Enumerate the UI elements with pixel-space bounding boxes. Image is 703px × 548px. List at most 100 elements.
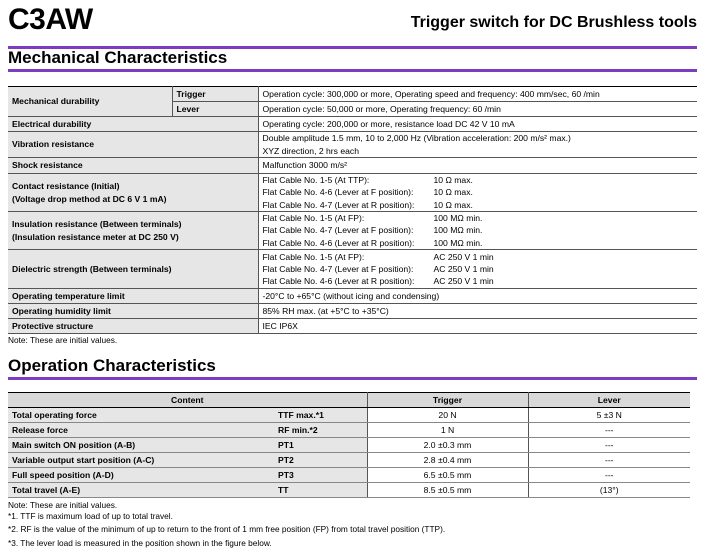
spec-label-line: (Voltage drop method at DC 6 V 1 mA) <box>12 193 254 205</box>
spec-label: Dielectric strength (Between terminals) <box>8 250 258 289</box>
item-label: Variable output start position (A-C) <box>8 453 274 468</box>
trigger-value: 8.5 ±0.5 mm <box>367 483 528 498</box>
lever-value: --- <box>528 468 690 483</box>
item-symbol: TT <box>274 483 367 498</box>
pair-value: 100 MΩ min. <box>434 212 483 224</box>
spec-sublabel: Trigger <box>172 87 258 102</box>
spec-label-line: Electrical durability <box>12 118 254 130</box>
spec-label: Mechanical durability <box>8 87 172 117</box>
spec-value-line: Double amplitude 1.5 mm, 10 to 2,000 Hz … <box>263 132 694 144</box>
spec-value: Operating cycle: 200,000 or more, resist… <box>258 117 697 132</box>
note-line: Note: These are initial values. <box>8 500 445 511</box>
pair-value: AC 250 V 1 min <box>434 275 494 287</box>
pair-value: AC 250 V 1 min <box>434 263 494 275</box>
column-header: Trigger <box>367 393 528 408</box>
spec-value: Flat Cable No. 1-5 (At FP):100 MΩ min.Fl… <box>258 212 697 250</box>
spec-value: 85% RH max. (at +5°C to +35°C) <box>258 304 697 319</box>
spec-label: Vibration resistance <box>8 132 258 158</box>
item-label: Main switch ON position (A-B) <box>8 438 274 453</box>
spec-row: Vibration resistance Double amplitude 1.5… <box>8 132 697 158</box>
spec-pair: Flat Cable No. 4-6 (Lever at R position)… <box>263 237 694 249</box>
spec-value: Operation cycle: 50,000 or more, Operati… <box>258 102 697 117</box>
spec-label: Operating humidity limit <box>8 304 258 319</box>
pair-value: AC 250 V 1 min <box>434 251 494 263</box>
trigger-value: 6.5 ±0.5 mm <box>367 468 528 483</box>
mechanical-note: Note: These are initial values. <box>8 335 117 346</box>
spec-label: Operating temperature limit <box>8 289 258 304</box>
spec-value: Flat Cable No. 1-5 (At TTP):10 Ω max.Fla… <box>258 174 697 212</box>
pair-value: 10 Ω max. <box>434 199 473 211</box>
spec-value: IEC IP6X <box>258 319 697 334</box>
item-symbol: RF min.*2 <box>274 423 367 438</box>
spec-row: Contact resistance (Initial)(Voltage dro… <box>8 174 697 212</box>
spec-label: Shock resistance <box>8 158 258 174</box>
spec-pair: Flat Cable No. 4-7 (Lever at R position)… <box>263 199 694 211</box>
spec-value: Double amplitude 1.5 mm, 10 to 2,000 Hz … <box>258 132 697 158</box>
spec-row: Protective structure IEC IP6X <box>8 319 697 334</box>
item-symbol: PT2 <box>274 453 367 468</box>
trigger-value: 1 N <box>367 423 528 438</box>
pair-key: Flat Cable No. 1-5 (At FP): <box>263 251 434 263</box>
pair-value: 10 Ω max. <box>434 174 473 186</box>
pair-key: Flat Cable No. 4-6 (Lever at R position)… <box>263 275 434 287</box>
spec-value-line: XYZ direction, 2 hrs each <box>263 145 694 157</box>
spec-row: Operating temperature limit-20°C to +65°… <box>8 289 697 304</box>
spec-label-line: (Insulation resistance meter at DC 250 V… <box>12 231 254 243</box>
spec-value: Operation cycle: 300,000 or more, Operat… <box>258 87 697 102</box>
spec-label: Electrical durability <box>8 117 258 132</box>
item-label: Total operating force <box>8 408 274 423</box>
pair-key: Flat Cable No. 4-7 (Lever at F position)… <box>263 263 434 275</box>
spec-label-line: Protective structure <box>12 320 254 332</box>
spec-pair: Flat Cable No. 4-7 (Lever at F position)… <box>263 263 694 275</box>
item-label: Release force <box>8 423 274 438</box>
spec-label-line: Shock resistance <box>12 159 254 171</box>
spec-value: -20°C to +65°C (without icing and conden… <box>258 289 697 304</box>
spec-pair: Flat Cable No. 4-6 (Lever at F position)… <box>263 186 694 198</box>
pair-key: Flat Cable No. 1-5 (At TTP): <box>263 174 434 186</box>
note-line: *3. The lever load is measured in the po… <box>8 538 445 548</box>
pair-value: 100 MΩ min. <box>434 237 483 249</box>
operation-notes: Note: These are initial values. *1. TTF … <box>8 500 445 548</box>
spec-row: Insulation resistance (Between terminals… <box>8 212 697 250</box>
spec-row: Dielectric strength (Between terminals) F… <box>8 250 697 289</box>
spec-label-line: Dielectric strength (Between terminals) <box>12 263 254 275</box>
spec-label: Protective structure <box>8 319 258 334</box>
spec-pair: Flat Cable No. 4-6 (Lever at R position)… <box>263 275 694 287</box>
lever-value: 5 ±3 N <box>528 408 690 423</box>
trigger-value: 2.8 ±0.4 mm <box>367 453 528 468</box>
divider <box>8 377 697 380</box>
spec-label-line: Insulation resistance (Between terminals… <box>12 218 254 230</box>
item-symbol: PT3 <box>274 468 367 483</box>
item-label: Full speed position (A-D) <box>8 468 274 483</box>
pair-key: Flat Cable No. 1-5 (At FP): <box>263 212 434 224</box>
spec-sublabel: Lever <box>172 102 258 117</box>
column-header: Content <box>8 393 367 408</box>
pair-key: Flat Cable No. 4-7 (Lever at R position)… <box>263 199 434 211</box>
item-label: Total travel (A-E) <box>8 483 274 498</box>
column-header: Lever <box>528 393 690 408</box>
spec-pair: Flat Cable No. 1-5 (At FP):AC 250 V 1 mi… <box>263 251 694 263</box>
spec-value: Flat Cable No. 1-5 (At FP):AC 250 V 1 mi… <box>258 250 697 289</box>
spec-row: Electrical durability Operating cycle: 20… <box>8 117 697 132</box>
product-name: C3AW <box>8 2 93 38</box>
section-title-operation: Operation Characteristics <box>8 356 216 376</box>
spec-pair: Flat Cable No. 4-7 (Lever at F position)… <box>263 224 694 236</box>
item-symbol: TTF max.*1 <box>274 408 367 423</box>
pair-value: 10 Ω max. <box>434 186 473 198</box>
spec-pair: Flat Cable No. 1-5 (At TTP):10 Ω max. <box>263 174 694 186</box>
product-subtitle: Trigger switch for DC Brushless tools <box>411 13 697 33</box>
note-line: *1. TTF is maximum load of up to total t… <box>8 511 445 522</box>
divider <box>8 69 697 72</box>
spec-pair: Flat Cable No. 1-5 (At FP):100 MΩ min. <box>263 212 694 224</box>
trigger-value: 20 N <box>367 408 528 423</box>
